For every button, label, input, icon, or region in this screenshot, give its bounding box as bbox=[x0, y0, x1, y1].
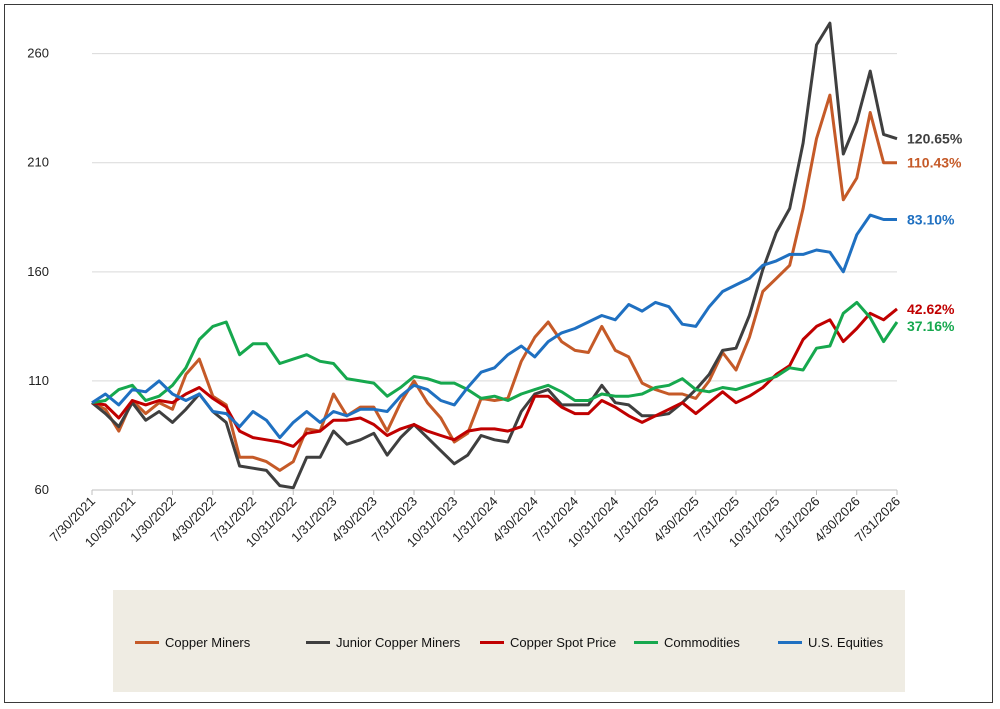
chart-frame bbox=[4, 4, 993, 703]
legend: Copper Miners Junior Copper Miners Copper … bbox=[113, 590, 905, 692]
end-label: 110.43% bbox=[907, 155, 962, 171]
y-tick-label: 60 bbox=[35, 482, 49, 497]
legend-item: Junior Copper Miners bbox=[306, 633, 460, 651]
legend-swatch bbox=[306, 640, 330, 644]
series-line-1 bbox=[91, 21, 898, 490]
y-axis-ticks: 60 110 160 210 260 bbox=[27, 46, 49, 497]
legend-item: U.S. Equities bbox=[778, 633, 883, 651]
legend-label: U.S. Equities bbox=[808, 634, 884, 650]
series-line-4 bbox=[91, 213, 897, 440]
legend-item: Copper Spot Price bbox=[480, 633, 616, 651]
end-label: 37.16% bbox=[907, 318, 955, 334]
end-label: 42.62% bbox=[907, 301, 955, 317]
y-tick-label: 110 bbox=[28, 373, 49, 388]
y-tick-label: 160 bbox=[27, 264, 49, 279]
legend-item: Copper Miners bbox=[135, 633, 250, 651]
line-chart: 60 110 160 210 260 7/30/202110/30/20211/30/2… bbox=[27, 21, 963, 550]
series-line-0 bbox=[91, 93, 897, 472]
legend-row: Copper Miners Junior Copper Miners Copper … bbox=[113, 633, 905, 651]
y-tick-label: 210 bbox=[27, 155, 49, 170]
legend-label: Commodities bbox=[664, 634, 740, 650]
series-line-2 bbox=[91, 307, 898, 448]
legend-item: Commodities bbox=[634, 633, 740, 651]
gridlines bbox=[92, 53, 897, 491]
end-label: 83.10% bbox=[907, 211, 955, 227]
y-tick-label: 260 bbox=[27, 46, 49, 61]
legend-label: Junior Copper Miners bbox=[336, 634, 461, 650]
legend-label: Copper Miners bbox=[165, 634, 251, 650]
legend-swatch bbox=[480, 640, 504, 644]
end-label: 120.65% bbox=[907, 131, 963, 147]
series-line-3 bbox=[91, 300, 899, 405]
legend-label: Copper Spot Price bbox=[510, 634, 617, 650]
x-axis: 7/30/202110/30/20211/30/20224/30/20227/3… bbox=[47, 489, 903, 550]
legend-swatch bbox=[778, 640, 802, 644]
legend-swatch bbox=[135, 640, 159, 644]
series-lines bbox=[91, 21, 899, 490]
legend-swatch bbox=[634, 640, 658, 644]
end-labels: 120.65% 110.43% 83.10% 42.62%37.16% bbox=[907, 131, 963, 334]
